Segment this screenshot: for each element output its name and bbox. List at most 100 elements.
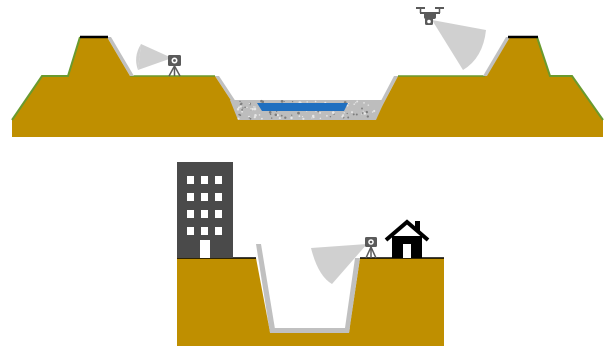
gravel-stone: [280, 114, 283, 117]
gravel-stone: [362, 110, 364, 112]
building-window: [215, 193, 222, 201]
left-dike-grass-edge: [11, 36, 81, 121]
camera-field-of-view-arc: [136, 44, 141, 70]
building-window: [187, 227, 194, 235]
drone-icon: [416, 7, 486, 70]
pit-soil-body: [177, 258, 444, 346]
gravel-stone: [237, 117, 240, 120]
gravel-stone: [371, 111, 374, 113]
pit-left-wall-lining: [256, 244, 275, 333]
gravel-stone: [244, 106, 246, 109]
house-chimney: [415, 221, 420, 231]
gravel-stone: [348, 102, 350, 105]
tripod-leg: [370, 246, 377, 259]
gravel-stone: [237, 106, 241, 109]
gravel-stone: [356, 100, 359, 103]
apartment-building-icon: [177, 162, 233, 258]
camera-lens-center: [173, 59, 176, 62]
dike-soil-body: [12, 37, 603, 137]
house-door: [403, 244, 411, 258]
gravel-stone: [268, 111, 272, 114]
building-window: [187, 176, 194, 184]
gravel-stone: [236, 107, 240, 111]
gravel-stone: [290, 116, 293, 120]
gravel-stone: [363, 112, 367, 115]
gravel-stone: [291, 114, 293, 116]
building-window: [215, 176, 222, 184]
gravel-stone: [367, 104, 370, 106]
building-window: [215, 227, 222, 235]
gravel-stone: [269, 113, 272, 116]
gravel-stone: [249, 117, 252, 120]
gravel-stone: [347, 116, 350, 119]
gravel-stone: [253, 116, 256, 119]
gravel-stone: [353, 103, 356, 106]
gravel-stone: [260, 99, 263, 103]
building-window: [201, 210, 208, 218]
gravel-stone: [317, 110, 320, 113]
gravel-stone: [306, 101, 308, 103]
gravel-stone: [274, 113, 278, 117]
building-window: [187, 210, 194, 218]
gravel-stone: [239, 114, 242, 117]
gravel-stone: [319, 111, 322, 114]
camera-field-of-view: [138, 44, 172, 70]
gravel-stone: [329, 115, 332, 118]
river-water: [257, 103, 348, 111]
gravel-stone: [284, 116, 287, 119]
gravel-texture: [236, 99, 376, 120]
drone-camera-field-of-view: [432, 20, 486, 70]
gravel-stone: [361, 107, 363, 110]
gravel-stone: [276, 110, 278, 113]
camera-field-of-view: [311, 244, 367, 284]
gravel-stone: [355, 102, 357, 104]
gravel-stone: [326, 115, 328, 117]
gravel-stone: [261, 117, 263, 120]
building-window: [201, 227, 208, 235]
building-window: [201, 193, 208, 201]
gravel-stone: [297, 111, 300, 115]
gravel-stone: [283, 100, 285, 103]
gravel-stone: [365, 110, 369, 114]
right-dike-grass-edge: [536, 36, 604, 121]
tripod-camera-icon: [136, 44, 181, 77]
gravel-stone: [278, 117, 281, 120]
gravel-stone: [331, 111, 335, 114]
gravel-stone: [239, 100, 241, 103]
building-window: [215, 210, 222, 218]
dike-cross-section: [11, 7, 604, 137]
building-windows: [187, 176, 222, 235]
gravel-stone: [254, 113, 257, 117]
drone-camera-lens: [427, 19, 431, 24]
gravel-stone: [319, 117, 322, 120]
right-dike-slope-lining: [483, 37, 510, 76]
building-window: [187, 193, 194, 201]
tripod-camera-icon: [311, 237, 377, 284]
house-icon: [384, 219, 430, 258]
gravel-stone: [355, 113, 358, 116]
gravel-stone: [251, 108, 254, 111]
gravel-stone: [360, 113, 363, 115]
gravel-stone: [258, 114, 261, 116]
gravel-stone: [302, 117, 305, 120]
pit-bottom-lining: [270, 328, 350, 333]
gravel-stone: [248, 116, 250, 118]
gravel-stone: [311, 117, 313, 119]
gravel-stone: [366, 115, 369, 118]
gravel-stone: [314, 100, 317, 103]
gravel-stone: [242, 107, 244, 109]
gravel-stone: [301, 116, 304, 118]
gravel-stone: [343, 112, 345, 114]
left-dike-slope-lining: [107, 37, 134, 76]
gravel-stone: [270, 117, 273, 119]
gravel-stone: [254, 106, 256, 108]
gravel-stone: [352, 113, 355, 116]
gravel-stone: [248, 102, 251, 105]
gravel-stone: [276, 114, 279, 117]
house-roof: [384, 219, 430, 242]
gravel-stone: [312, 116, 315, 119]
tripod-leg: [365, 246, 372, 259]
gravel-stone: [291, 100, 294, 103]
urban-excavation-pit: [177, 162, 444, 346]
